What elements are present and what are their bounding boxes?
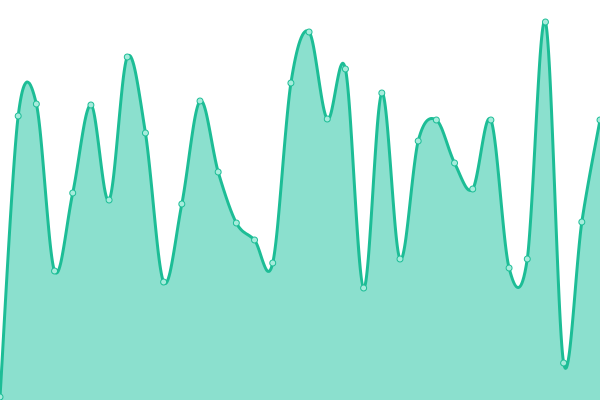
data-point-24: [432, 116, 440, 124]
data-point-10: [178, 200, 186, 208]
data-points: [0, 18, 600, 400]
data-point-17: [305, 28, 313, 36]
data-point-9: [160, 278, 168, 286]
data-point-29: [523, 255, 531, 263]
data-point-1: [14, 112, 22, 120]
data-point-26: [469, 185, 477, 193]
data-point-2: [32, 100, 40, 108]
data-point-31: [560, 359, 568, 367]
data-point-28: [505, 264, 513, 272]
data-point-6: [105, 196, 113, 204]
data-point-16: [287, 79, 295, 87]
area-fill: [0, 21, 600, 400]
data-point-4: [69, 189, 77, 197]
series-line: [0, 19, 600, 398]
data-point-21: [378, 89, 386, 97]
data-point-22: [396, 255, 404, 263]
data-point-33: [596, 116, 600, 124]
data-point-32: [578, 218, 586, 226]
data-point-3: [51, 267, 59, 275]
data-point-23: [414, 137, 422, 145]
data-point-7: [123, 53, 131, 61]
data-point-20: [360, 284, 368, 292]
data-point-14: [251, 236, 259, 244]
data-point-13: [232, 219, 240, 227]
data-point-30: [541, 18, 549, 26]
data-point-15: [269, 259, 277, 267]
data-point-0: [0, 393, 4, 400]
data-point-19: [341, 65, 349, 73]
data-point-5: [87, 101, 95, 109]
data-point-18: [323, 115, 331, 123]
data-point-25: [451, 159, 459, 167]
data-point-27: [487, 116, 495, 124]
data-point-11: [196, 97, 204, 105]
data-point-12: [214, 168, 222, 176]
data-point-8: [141, 129, 149, 137]
